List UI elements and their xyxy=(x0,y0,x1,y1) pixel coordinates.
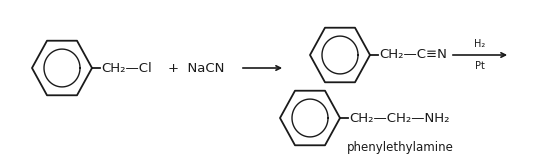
Text: +  NaCN: + NaCN xyxy=(168,61,224,75)
Text: phenylethylamine: phenylethylamine xyxy=(346,142,454,155)
Text: H₂: H₂ xyxy=(474,39,486,49)
Text: CH₂—Cl: CH₂—Cl xyxy=(101,61,152,75)
Text: Pt: Pt xyxy=(475,61,485,71)
Text: CH₂—CH₂—NH₂: CH₂—CH₂—NH₂ xyxy=(349,112,449,125)
Text: CH₂—C≡N: CH₂—C≡N xyxy=(379,49,447,61)
